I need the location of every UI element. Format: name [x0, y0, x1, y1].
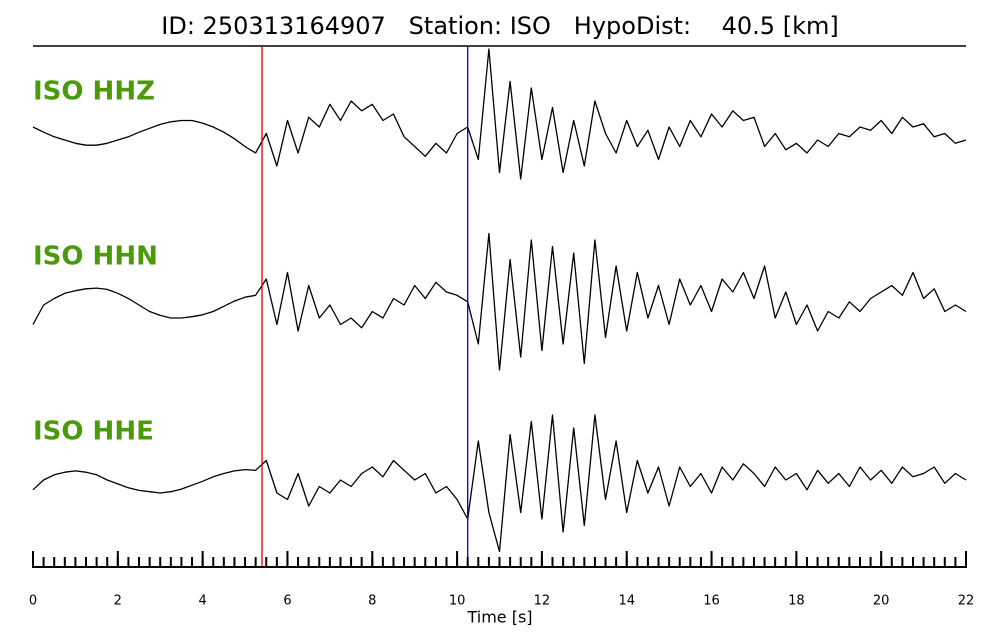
x-axis-label: Time [s]: [466, 608, 532, 627]
x-tick-label: 4: [198, 594, 206, 609]
trace-label: ISO HHE: [33, 417, 154, 447]
x-tick-label: 2: [114, 594, 122, 609]
waveform: [32, 48, 967, 180]
waveform: [32, 232, 967, 371]
x-tick-label: 14: [618, 594, 635, 609]
x-tick-label: 0: [29, 594, 37, 609]
x-tick-label: 16: [703, 594, 720, 609]
waveform: [32, 414, 967, 553]
x-tick-label: 22: [958, 594, 975, 609]
x-tick-label: 6: [283, 594, 291, 609]
chart-title: ID: 250313164907 Station: ISO HypoDist: …: [161, 12, 838, 40]
trace-label: ISO HHN: [33, 242, 158, 272]
x-tick-label: 12: [534, 594, 551, 609]
x-tick-label: 18: [788, 594, 805, 609]
trace-label: ISO HHZ: [33, 77, 155, 107]
x-tick-label: 20: [873, 594, 890, 609]
x-tick-label: 8: [368, 594, 376, 609]
x-tick-label: 10: [449, 594, 466, 609]
